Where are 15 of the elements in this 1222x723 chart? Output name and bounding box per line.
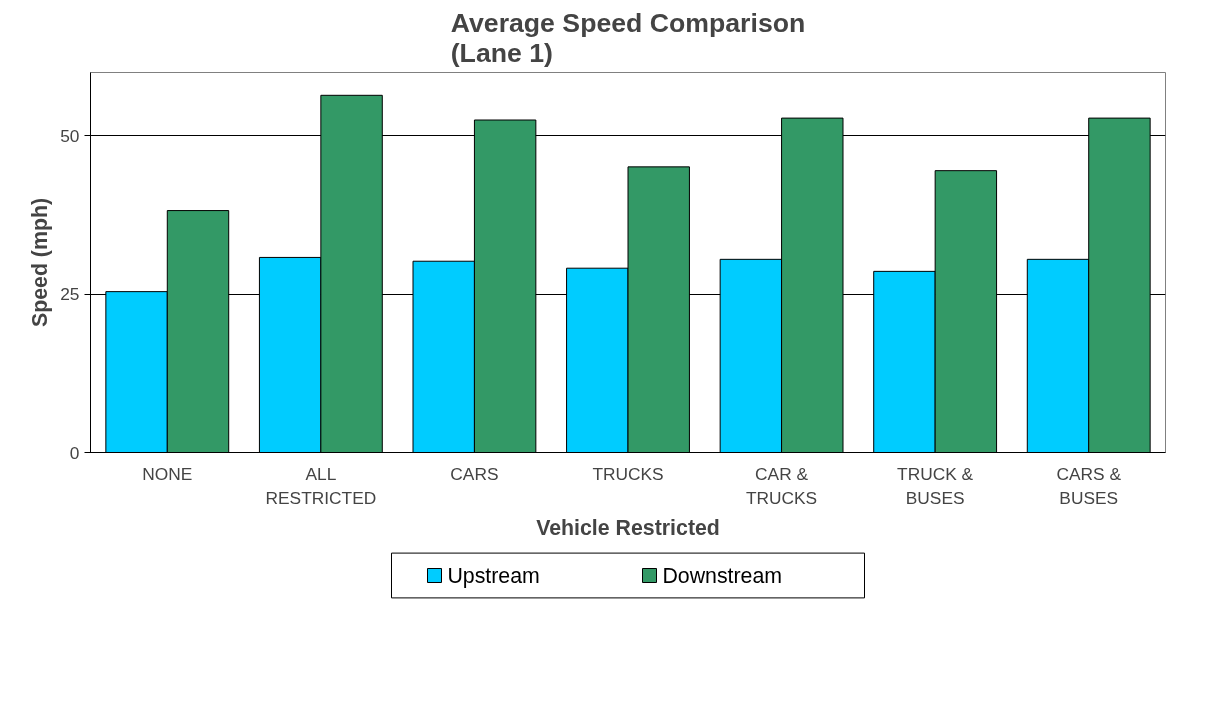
y-axis-title: Speed (mph) [28, 197, 53, 328]
x-tick-label: CARS [450, 463, 499, 484]
chart-title: Average Speed Comparison (Lane 1) [450, 7, 806, 68]
x-tick-label: CARS & BUSES [1056, 463, 1122, 508]
x-tick-label: NONE [142, 463, 193, 484]
legend-label: Downstream [662, 563, 783, 588]
y-tick-label: 0 [69, 442, 80, 463]
x-tick-label: CAR & TRUCKS [745, 463, 818, 508]
y-tick-label: 25 [60, 284, 80, 305]
x-tick-label: TRUCKS [592, 463, 664, 484]
y-tick-label: 50 [60, 125, 80, 146]
x-axis-title: Vehicle Restricted [536, 515, 720, 540]
x-tick-label: TRUCK & BUSES [897, 463, 974, 508]
x-tick-label: ALL RESTRICTED [265, 463, 377, 508]
legend-label: Upstream [447, 563, 540, 588]
